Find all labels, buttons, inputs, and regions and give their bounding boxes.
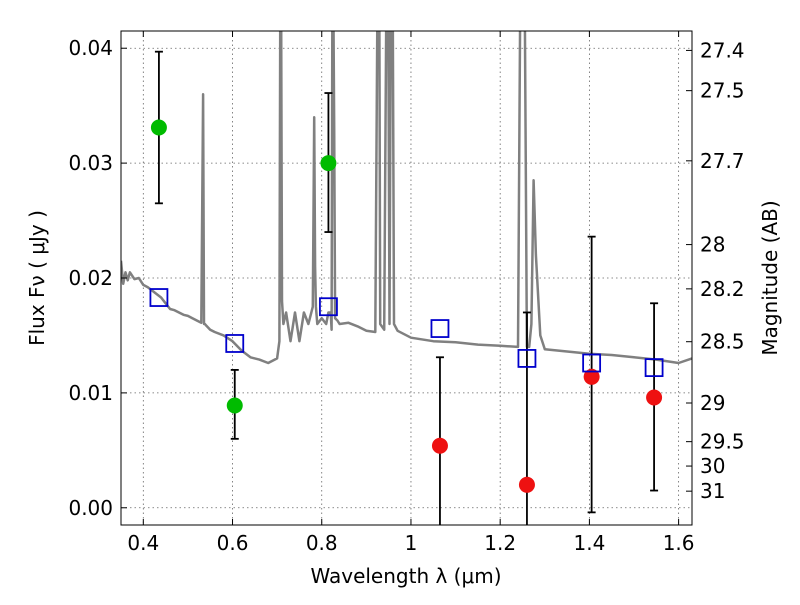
- magnitude-tick-label: 30: [700, 454, 725, 478]
- magnitude-tick-label: 27.4: [700, 38, 745, 62]
- model-point-square: [582, 353, 602, 373]
- x-tick-label: 0.6: [217, 531, 249, 555]
- x-tick-label: 0.4: [127, 531, 159, 555]
- data-point: [646, 389, 663, 406]
- y-tick-label: 0.00: [68, 496, 113, 520]
- y2-axis-label: Magnitude (AB): [758, 200, 782, 355]
- plot-area: [121, 31, 692, 525]
- model-point-square: [149, 288, 169, 307]
- grid: [121, 31, 692, 525]
- magnitude-tick-label: 31: [700, 479, 725, 503]
- x-tick-label: 1: [405, 531, 418, 555]
- magnitude-tick-label: 28.5: [700, 330, 745, 354]
- model-point-square: [517, 349, 537, 368]
- y-tick-label: 0.01: [68, 381, 113, 405]
- data-point: [226, 397, 243, 414]
- data-point: [320, 155, 337, 172]
- model-point-square: [225, 334, 245, 353]
- magnitude-tick-label: 27.7: [700, 149, 745, 173]
- x-tick-label: 1.4: [573, 531, 605, 555]
- magnitude-tick-label: 27.5: [700, 79, 745, 103]
- y-tick-label: 0.04: [68, 36, 113, 60]
- model-point-square: [319, 297, 338, 317]
- data-point: [150, 119, 167, 136]
- x-tick-label: 1.6: [663, 531, 695, 555]
- x-tick-label: 0.8: [306, 531, 338, 555]
- data-point: [583, 368, 600, 385]
- magnitude-tick-label: 29: [700, 391, 725, 415]
- y-axis-label: Flux Fν ( μJy ): [25, 210, 49, 346]
- data-point: [518, 476, 535, 493]
- magnitude-tick-label: 29.5: [700, 430, 745, 454]
- y-tick-label: 0.03: [68, 151, 113, 175]
- x-axis-label: Wavelength λ (μm): [310, 564, 501, 588]
- x-tick-label: 1.2: [484, 531, 516, 555]
- magnitude-tick-label: 28.2: [700, 277, 745, 301]
- model-point-square: [644, 358, 664, 378]
- model-point-square: [430, 319, 450, 338]
- magnitude-tick-label: 28: [700, 233, 725, 257]
- sed-model-line: [121, 31, 692, 365]
- axes-ticks: 0.4 0.6 0.8 1 1.2 1.4 1.6 0.00 0.01 0.02 0.03 0.04 2…: [68, 31, 745, 555]
- y-tick-label: 0.02: [68, 266, 113, 290]
- data-point: [431, 437, 448, 454]
